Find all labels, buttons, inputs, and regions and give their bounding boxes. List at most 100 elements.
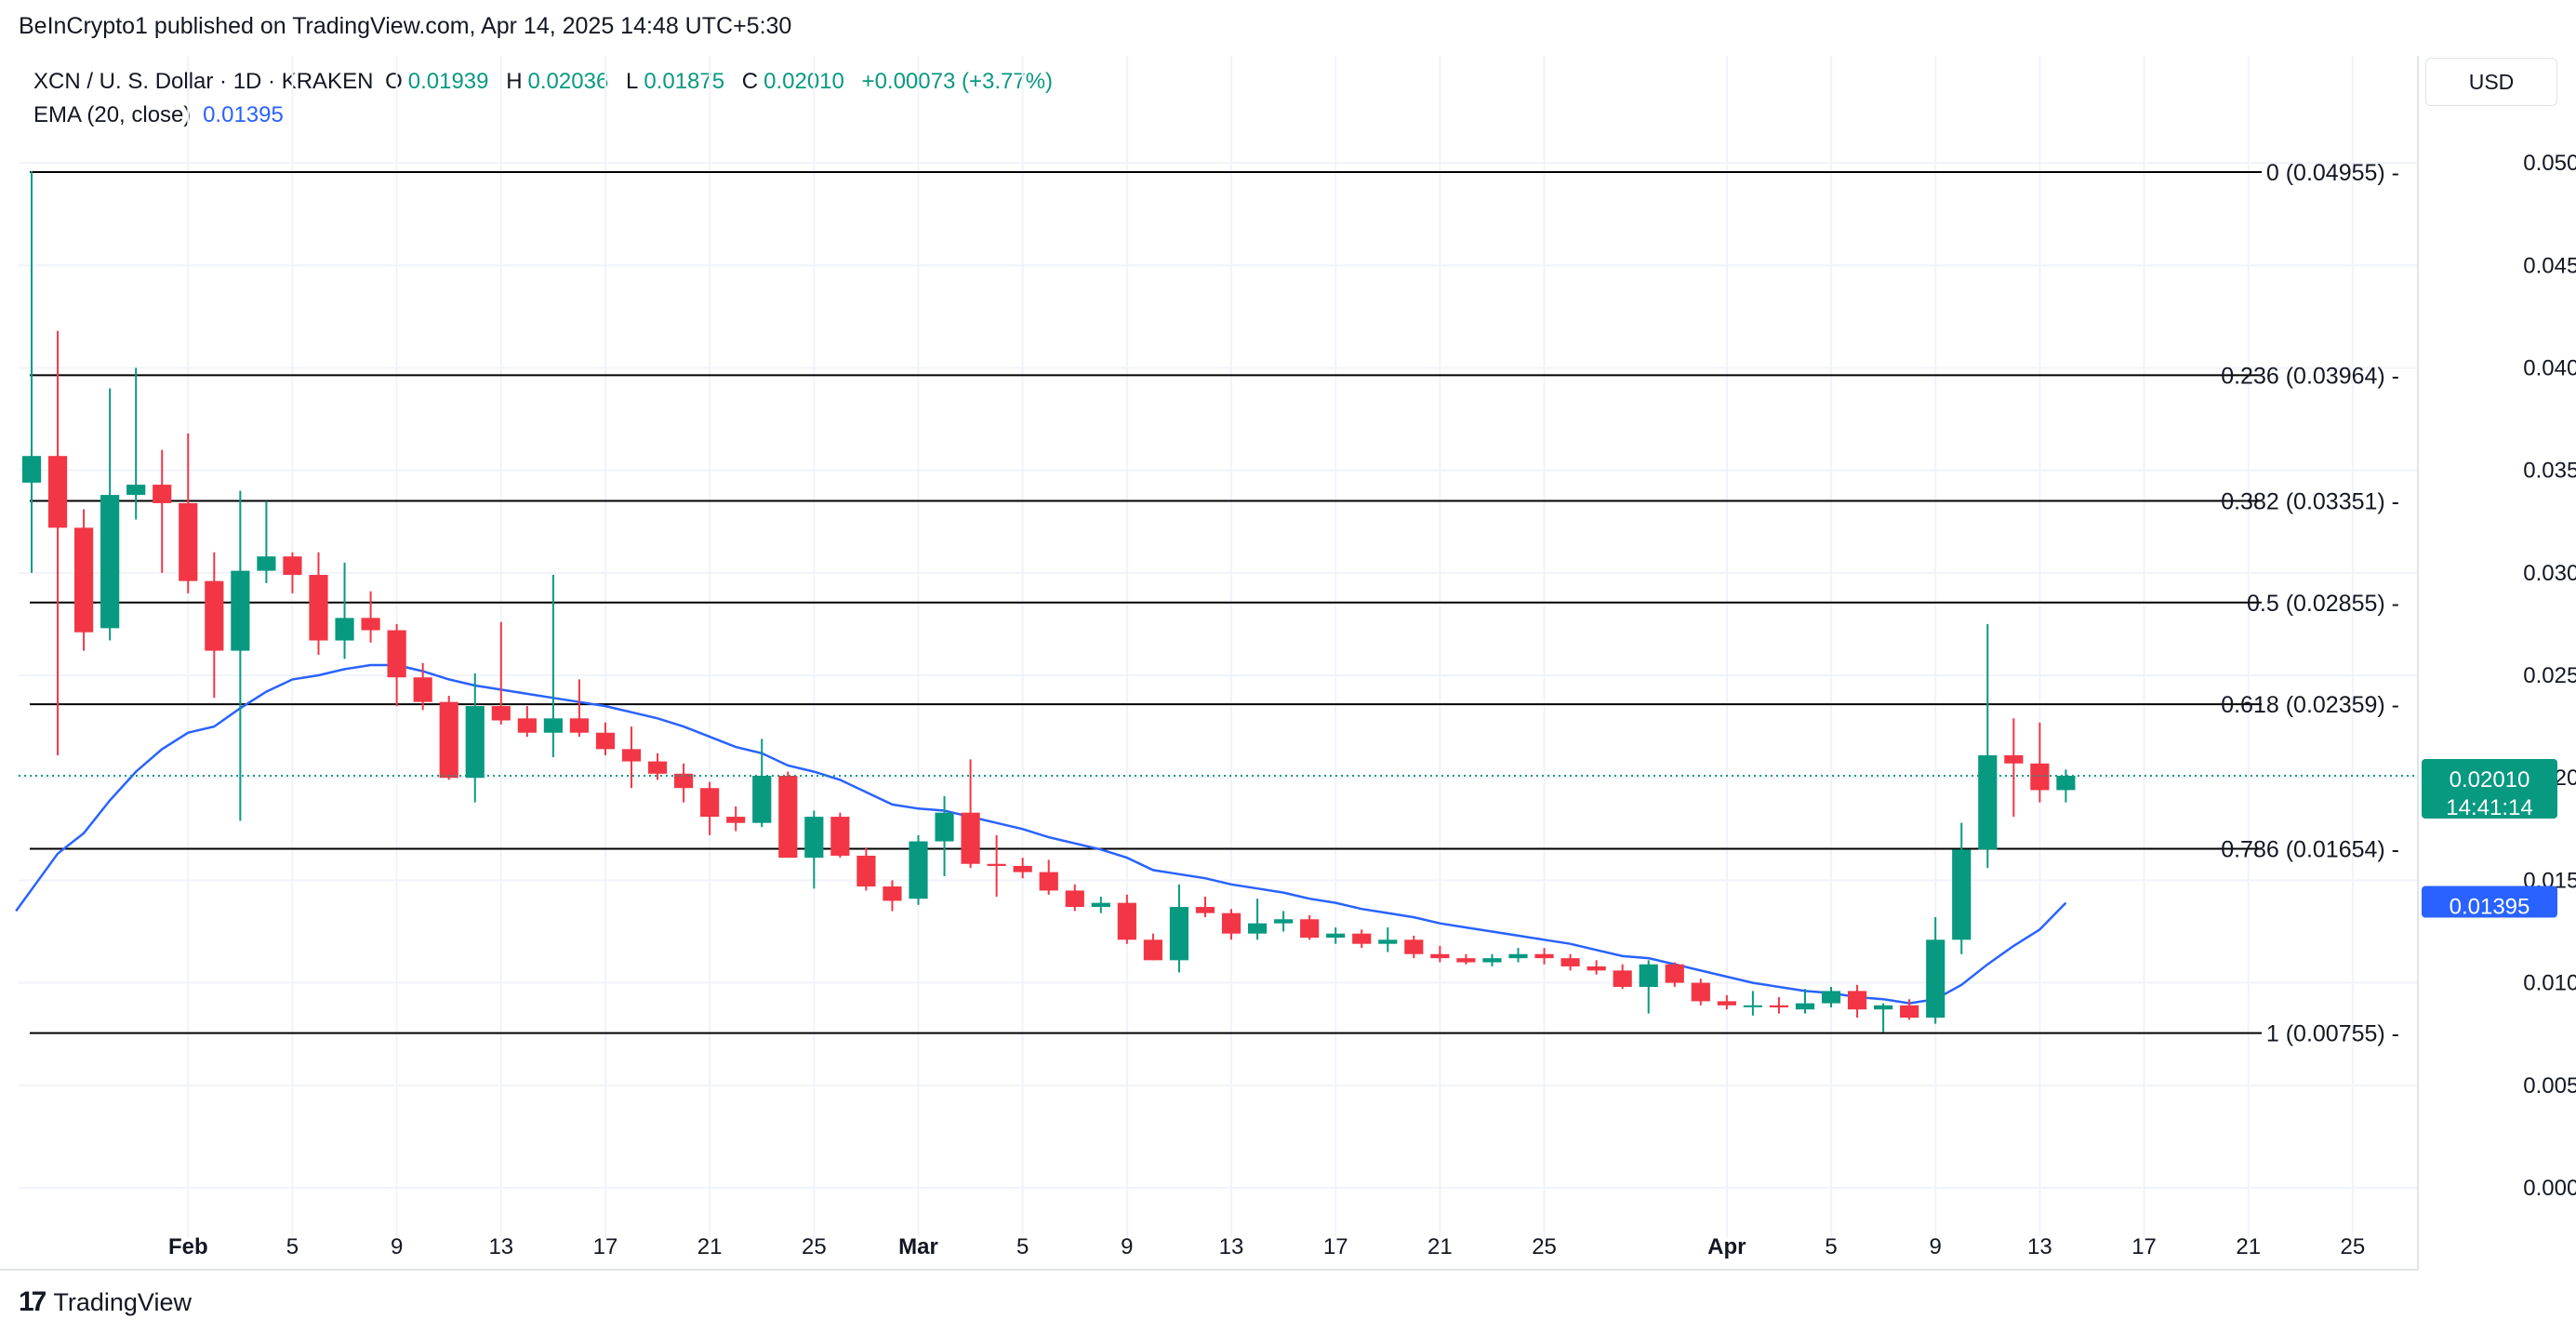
axes: 0.000000.005000.010000.015000.020000.025… xyxy=(0,56,2576,1271)
candle xyxy=(1195,897,1215,918)
tradingview-logo[interactable]: 17 TradingView xyxy=(19,1286,192,1318)
candle xyxy=(1508,948,1528,963)
candle-body xyxy=(1091,902,1110,908)
candle xyxy=(517,706,537,738)
candle xyxy=(1013,858,1032,879)
candle xyxy=(387,623,406,707)
x-tick-label: 25 xyxy=(1532,1234,1557,1259)
candle-body xyxy=(1717,1001,1736,1006)
candle-body xyxy=(1404,939,1424,954)
candle xyxy=(361,591,380,643)
candle xyxy=(231,490,250,821)
candle-body xyxy=(439,701,458,779)
candle xyxy=(465,673,485,803)
y-tick-label: 0.04000 xyxy=(2523,355,2576,380)
candle-body xyxy=(726,817,746,823)
candle xyxy=(1378,927,1398,952)
change-value: +0.00073 (+3.77%) xyxy=(861,69,1054,94)
x-tick-label: Apr xyxy=(1707,1234,1746,1259)
x-tick-label: Mar xyxy=(898,1234,938,1259)
candle-body xyxy=(309,575,328,641)
fib-label: 0.236 (0.03964) - xyxy=(2221,363,2399,389)
candle-body xyxy=(361,618,380,631)
candle xyxy=(987,834,1006,898)
candle xyxy=(491,621,511,725)
y-tick-label: 0.01000 xyxy=(2523,971,2576,996)
candle-body xyxy=(935,812,954,842)
x-tick-label: 17 xyxy=(2131,1234,2157,1259)
candle xyxy=(1065,884,1084,912)
x-tick-label: 13 xyxy=(1219,1234,1244,1259)
candle xyxy=(647,753,668,780)
x-tick-label: 5 xyxy=(286,1234,299,1259)
candle-body xyxy=(465,706,485,779)
x-tick-label: 21 xyxy=(1427,1234,1453,1259)
candle xyxy=(700,781,720,835)
candle xyxy=(1456,953,1476,965)
candle xyxy=(100,388,120,641)
candle-body xyxy=(856,855,876,886)
candle-body xyxy=(1508,953,1528,959)
candle-body xyxy=(21,456,42,483)
candle xyxy=(1091,897,1110,913)
candle xyxy=(674,763,694,803)
currency-button[interactable]: USD xyxy=(2425,58,2557,106)
candle xyxy=(1847,984,1867,1019)
candle-body xyxy=(126,485,146,496)
x-tick-label: 9 xyxy=(1930,1234,1942,1259)
candle xyxy=(1482,953,1502,966)
candle-body xyxy=(1039,872,1058,891)
candle xyxy=(1143,933,1162,961)
candle-body xyxy=(1952,849,1972,940)
candle xyxy=(1665,962,1684,987)
candle-body xyxy=(1743,1005,1762,1007)
legend-row-symbol: XCN / U. S. Dollar · 1D · KRAKEN O 0.0193… xyxy=(33,65,1058,99)
candle-body xyxy=(1587,966,1606,971)
candle-body xyxy=(700,788,720,818)
candle-body xyxy=(883,886,902,901)
candle-body xyxy=(47,456,68,528)
candle xyxy=(1821,986,1841,1008)
candle-body xyxy=(569,718,590,733)
candle-body xyxy=(647,761,668,774)
ema-price-tag-bg xyxy=(2422,886,2557,918)
candle-body xyxy=(1352,933,1372,944)
candle-body xyxy=(1769,1005,1789,1008)
fib-levels: 0 (0.04955) - 0.236 (0.03964) - 0.382 (0.0… xyxy=(30,160,2399,1047)
x-tick-label: 5 xyxy=(1016,1234,1029,1259)
candles xyxy=(21,170,2076,1032)
candle-body xyxy=(674,773,694,789)
low-value: 0.01875 xyxy=(644,69,725,94)
candle-body xyxy=(1274,919,1294,924)
candle-body xyxy=(1482,958,1502,963)
candle xyxy=(935,796,954,876)
candle-body xyxy=(830,817,850,856)
candle xyxy=(621,726,642,789)
ema-label[interactable]: EMA (20, close) xyxy=(33,102,192,127)
publish-info: BeInCrypto1 published on TradingView.com… xyxy=(19,13,792,39)
candle-body xyxy=(1430,953,1450,959)
candle xyxy=(856,847,876,891)
candle-body xyxy=(621,749,642,762)
candle xyxy=(2004,718,2024,818)
candle xyxy=(726,806,746,832)
candle-body xyxy=(543,718,563,733)
candle xyxy=(961,759,980,869)
x-tick-label: 13 xyxy=(2027,1234,2052,1259)
candle-body xyxy=(1534,953,1554,959)
candle-body xyxy=(1821,991,1841,1004)
candle xyxy=(1717,994,1736,1010)
candle-body xyxy=(1900,1005,1919,1019)
symbol-title[interactable]: XCN / U. S. Dollar · 1D · KRAKEN xyxy=(33,69,374,94)
candle xyxy=(335,562,354,659)
candle-body xyxy=(153,485,172,503)
candle xyxy=(883,880,902,912)
candle xyxy=(309,552,328,655)
tradingview-mark-icon: 17 xyxy=(19,1286,46,1317)
candle xyxy=(804,810,824,889)
y-tick-label: 0.02500 xyxy=(2523,663,2576,688)
y-tick-label: 0.00500 xyxy=(2523,1073,2576,1099)
